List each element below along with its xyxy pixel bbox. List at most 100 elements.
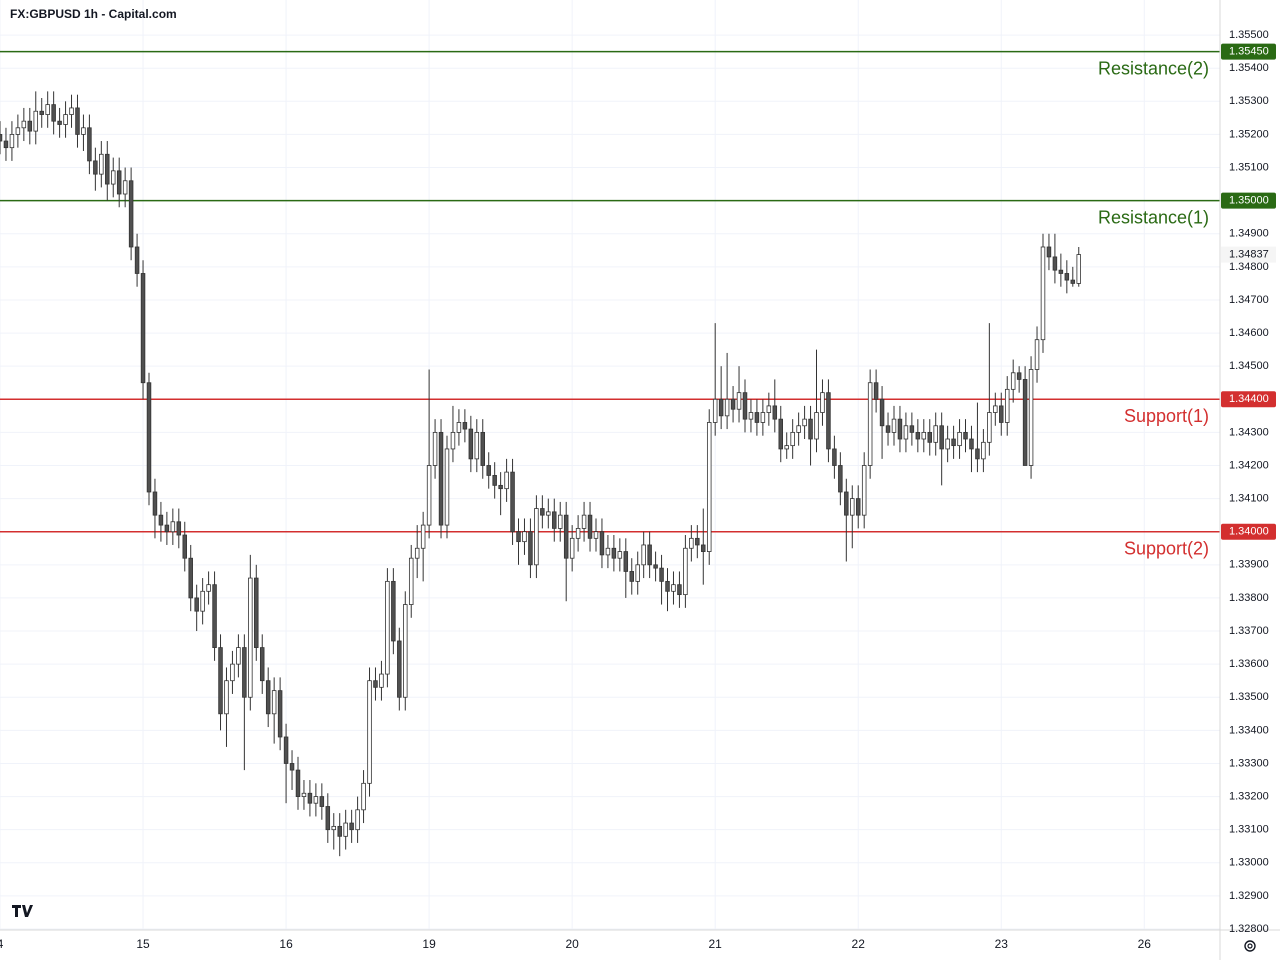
candle-body <box>832 448 837 466</box>
candle-body <box>194 597 199 612</box>
level-price-label: 1.35450 <box>1229 46 1269 58</box>
candle-body <box>772 405 778 420</box>
y-tick-label: 1.33900 <box>1229 559 1269 571</box>
candle-body <box>706 422 712 552</box>
candle-body <box>1052 256 1058 271</box>
candle-body <box>730 398 736 410</box>
x-tick-label: 20 <box>565 937 579 951</box>
candle-body <box>605 547 611 556</box>
candle-body <box>665 580 670 592</box>
candle-body <box>355 809 360 831</box>
candle-body <box>230 663 235 682</box>
candle-body <box>897 418 903 440</box>
candle-body <box>534 508 539 566</box>
tradingview-logo <box>12 905 33 917</box>
candle-body <box>408 557 414 605</box>
candle-body <box>1070 279 1076 284</box>
candle-body <box>1016 372 1022 380</box>
candle-body <box>659 567 664 582</box>
candle-body <box>516 531 521 543</box>
candle-body <box>546 511 551 516</box>
candle-body <box>325 806 331 831</box>
candle-body <box>15 127 21 135</box>
level-name: Resistance(1) <box>1098 207 1209 227</box>
candle-body <box>63 114 68 125</box>
x-tick-label: 16 <box>279 937 293 951</box>
candle-body <box>742 392 748 420</box>
candle-body <box>927 431 932 443</box>
candle-body <box>462 422 468 430</box>
candle-body <box>1076 254 1081 284</box>
y-tick-label: 1.35100 <box>1229 161 1269 173</box>
candle-body <box>289 763 295 771</box>
y-tick-label: 1.34300 <box>1229 426 1269 438</box>
candle-body <box>790 431 795 447</box>
candle-body <box>486 465 491 476</box>
axes: 1.35500 1.35400 1.35300 1.35200 1.35100 1.349… <box>0 29 1276 951</box>
chart-title: FX:GBPUSD 1h - Capital.com <box>10 7 177 21</box>
candle-body <box>1040 246 1046 341</box>
candle-body <box>456 422 462 433</box>
candle-body <box>397 640 402 698</box>
candle-body <box>21 120 27 129</box>
x-tick-label: 15 <box>136 937 150 951</box>
candle-body <box>301 792 307 797</box>
x-tick-label: 22 <box>852 937 866 951</box>
candle-body <box>999 405 1004 423</box>
candle-body <box>248 577 253 698</box>
candle-body <box>987 412 992 443</box>
candle-body <box>176 521 182 536</box>
candle-body <box>581 514 587 529</box>
candle-body <box>593 531 599 539</box>
candle-body <box>647 544 652 566</box>
settings-icon[interactable] <box>1244 940 1256 952</box>
y-tick-label: 1.34900 <box>1229 228 1269 240</box>
y-tick-label: 1.33100 <box>1229 824 1269 836</box>
candle-body <box>695 537 700 546</box>
candle-body <box>27 120 33 132</box>
candle-body <box>87 127 92 162</box>
candle-body <box>575 528 581 539</box>
candle-body <box>105 153 110 185</box>
candle-body <box>391 580 396 642</box>
candle-body <box>623 551 629 572</box>
candle-body <box>879 398 885 427</box>
y-tick-label: 1.34800 <box>1229 261 1269 273</box>
candle-body <box>689 537 694 549</box>
candle-body <box>218 647 223 715</box>
y-tick-label: 1.33300 <box>1229 757 1269 769</box>
candle-body <box>0 134 3 142</box>
candle-body <box>146 382 152 493</box>
level-price-label: 1.35000 <box>1229 195 1269 207</box>
candle-body <box>188 557 193 599</box>
candle-body <box>617 551 623 559</box>
candle-body <box>295 769 301 797</box>
candle-body <box>760 412 766 423</box>
levels: Resistance(2) Resistance(1) Support(1) Supp… <box>0 50 1220 558</box>
candle-body <box>331 825 337 831</box>
candle-body <box>57 120 62 125</box>
x-tick-label: 19 <box>422 937 436 951</box>
candle-body <box>683 547 688 596</box>
candle-body <box>641 544 646 566</box>
candle-body <box>349 822 354 831</box>
candle-body <box>903 425 909 440</box>
candle-body <box>367 680 372 784</box>
candle-body <box>259 647 265 682</box>
candle-body <box>39 110 44 115</box>
candle-body <box>432 431 438 466</box>
candle-body <box>552 511 557 529</box>
candle-body <box>635 564 640 582</box>
candle-body <box>748 412 754 420</box>
candle-body <box>242 647 247 698</box>
candle-body <box>313 796 319 804</box>
candle-body <box>796 425 801 433</box>
candle-body <box>265 680 271 715</box>
candle-body <box>444 448 450 526</box>
level-name: Resistance(2) <box>1098 58 1209 78</box>
level-price-label: 1.34000 <box>1229 526 1269 538</box>
candle-body <box>140 273 146 384</box>
candle-body <box>498 484 503 490</box>
candle-body <box>557 514 563 529</box>
